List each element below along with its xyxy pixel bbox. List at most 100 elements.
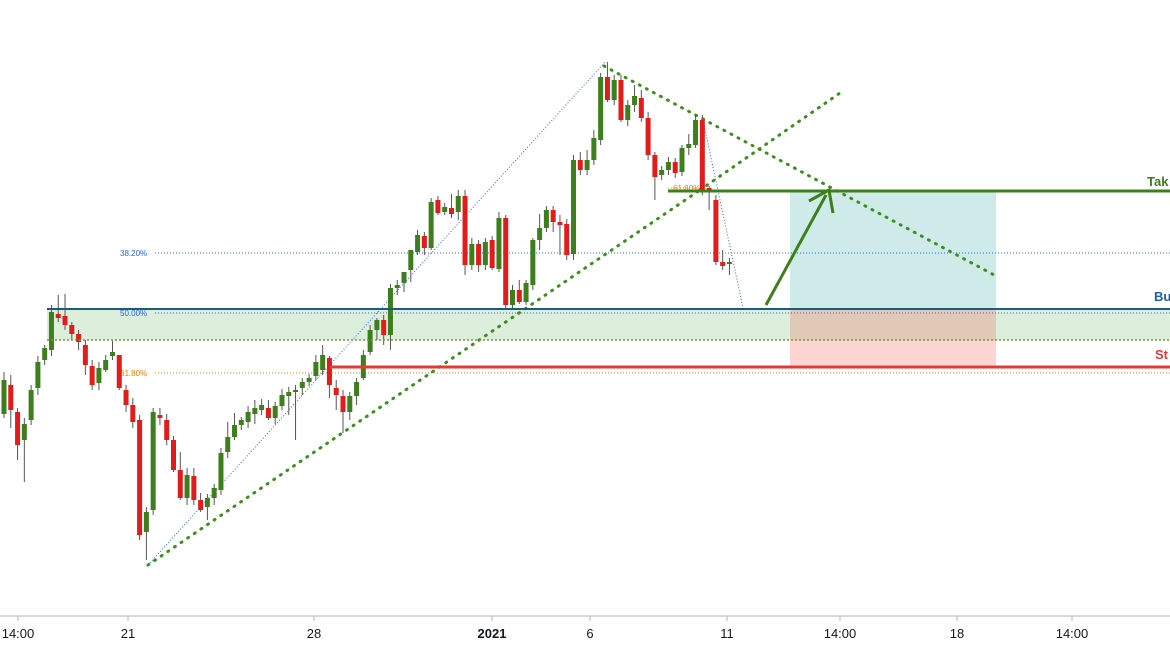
candle-up bbox=[496, 218, 502, 269]
candle-up bbox=[320, 355, 326, 370]
fib-label-61-secondary: 61.80% bbox=[673, 184, 700, 193]
candle-down bbox=[55, 314, 61, 318]
candle-up bbox=[184, 475, 190, 498]
candle-down bbox=[699, 120, 705, 190]
candle-down bbox=[462, 196, 468, 265]
take-profit-label: Tak bbox=[1147, 174, 1169, 189]
candle-up bbox=[299, 382, 305, 388]
fib-label-61: 61.80% bbox=[120, 369, 147, 378]
candle-up bbox=[313, 362, 319, 376]
candle-down bbox=[672, 162, 678, 173]
candle-down bbox=[577, 160, 583, 170]
candle-up bbox=[279, 395, 285, 406]
x-axis-tick-label: 14:00 bbox=[824, 626, 857, 641]
candle-up bbox=[238, 420, 244, 425]
candle-up bbox=[374, 320, 380, 330]
candle-down bbox=[82, 345, 88, 365]
candle-up bbox=[225, 437, 231, 452]
x-axis-tick-label: 14:00 bbox=[2, 626, 35, 641]
candle-down bbox=[618, 80, 624, 120]
support-trendline-upper bbox=[698, 91, 842, 192]
candle-up bbox=[611, 80, 617, 100]
candle-up bbox=[35, 362, 41, 388]
candle-up bbox=[530, 240, 536, 285]
candle-down bbox=[435, 200, 441, 213]
x-axis-tick-label: 14:00 bbox=[1056, 626, 1089, 641]
candle-up bbox=[211, 488, 217, 498]
candle-up bbox=[442, 207, 448, 212]
support-trendline-lower bbox=[146, 188, 702, 567]
candle-down bbox=[130, 405, 136, 422]
profit-zone bbox=[790, 191, 996, 309]
candle-down bbox=[191, 476, 197, 500]
candle-up bbox=[543, 210, 549, 228]
candle-up bbox=[245, 412, 251, 422]
projection-arrow bbox=[764, 194, 828, 306]
buy-label: Bu bbox=[1154, 289, 1170, 304]
candle-down bbox=[164, 420, 170, 440]
candle-up bbox=[665, 162, 671, 170]
candle-down bbox=[604, 77, 610, 100]
candle-up bbox=[218, 453, 224, 490]
candle-down bbox=[116, 355, 122, 388]
candle-up bbox=[523, 283, 529, 302]
candle-down bbox=[69, 325, 75, 334]
candle-up bbox=[306, 378, 312, 382]
candle-down bbox=[8, 385, 14, 410]
candle-up bbox=[679, 148, 685, 172]
candle-up bbox=[469, 244, 475, 265]
candle-up bbox=[591, 138, 597, 160]
x-axis-ticks: 14:00 21 28 2021 6 11 14:00 18 14:00 bbox=[2, 616, 1089, 641]
candle-up bbox=[394, 285, 400, 288]
candle-up bbox=[48, 312, 54, 350]
candle-up bbox=[109, 352, 115, 356]
candle-up bbox=[347, 396, 353, 412]
candle-down bbox=[198, 500, 204, 510]
candle-down bbox=[15, 412, 21, 445]
candle-down bbox=[123, 390, 129, 405]
candle-down bbox=[645, 118, 651, 155]
candle-up bbox=[584, 160, 590, 170]
candle-up bbox=[143, 512, 149, 532]
candle-down bbox=[564, 224, 570, 255]
candle-up bbox=[293, 390, 299, 392]
candle-up bbox=[367, 330, 373, 352]
candle-up bbox=[259, 405, 265, 410]
candle-down bbox=[638, 98, 644, 118]
candle-up bbox=[252, 408, 258, 414]
x-axis-tick-label: 21 bbox=[121, 626, 135, 641]
candle-up bbox=[510, 290, 515, 305]
buy-zone bbox=[47, 309, 1170, 340]
candle-up bbox=[571, 160, 577, 254]
candle-up bbox=[1, 380, 7, 414]
candle-down bbox=[476, 244, 482, 265]
candle-up bbox=[21, 424, 27, 440]
candle-up bbox=[686, 144, 692, 148]
candle-down bbox=[550, 210, 556, 222]
candle-up bbox=[387, 288, 393, 335]
candle-up bbox=[408, 250, 414, 270]
candle-down bbox=[516, 290, 522, 302]
fib-trend-guide-1 bbox=[147, 61, 606, 566]
fib-trend-guide-2 bbox=[702, 119, 744, 309]
candle-down bbox=[265, 408, 271, 418]
candle-down bbox=[340, 396, 346, 412]
candle-down bbox=[489, 240, 495, 268]
fib-label-50: 50.00% bbox=[120, 309, 147, 318]
candle-down bbox=[89, 366, 95, 385]
candle-down bbox=[177, 470, 183, 498]
x-axis-tick-label: 6 bbox=[586, 626, 593, 641]
candle-down bbox=[557, 222, 563, 225]
candle-up bbox=[232, 425, 238, 437]
projection-arrow-head bbox=[808, 187, 835, 214]
candle-up bbox=[28, 390, 34, 420]
x-axis-tick-label: 18 bbox=[950, 626, 964, 641]
candle-up bbox=[482, 242, 488, 265]
fib-label-38: 38.20% bbox=[120, 249, 147, 258]
candle-up bbox=[598, 77, 604, 140]
candle-down bbox=[171, 440, 176, 470]
loss-zone bbox=[790, 309, 996, 367]
candle-up bbox=[96, 368, 102, 383]
